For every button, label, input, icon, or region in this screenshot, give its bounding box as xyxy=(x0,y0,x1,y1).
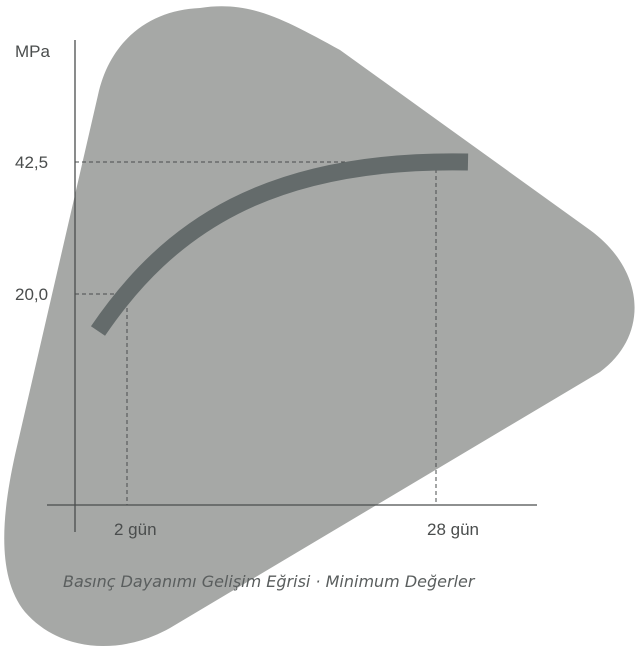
y-tick-label-42-5: 42,5 xyxy=(15,153,48,172)
strength-curve xyxy=(90,153,469,336)
diagram-caption: Basınç Dayanımı Gelişim Eğrisi · Minimum… xyxy=(63,572,476,591)
background-shape xyxy=(4,6,635,647)
y-tick-label-20-0: 20,0 xyxy=(15,285,48,304)
x-tick-label-28-days: 28 gün xyxy=(427,520,479,539)
x-tick-label-2-days: 2 gün xyxy=(114,520,157,539)
y-axis-unit-label: MPa xyxy=(15,42,51,61)
